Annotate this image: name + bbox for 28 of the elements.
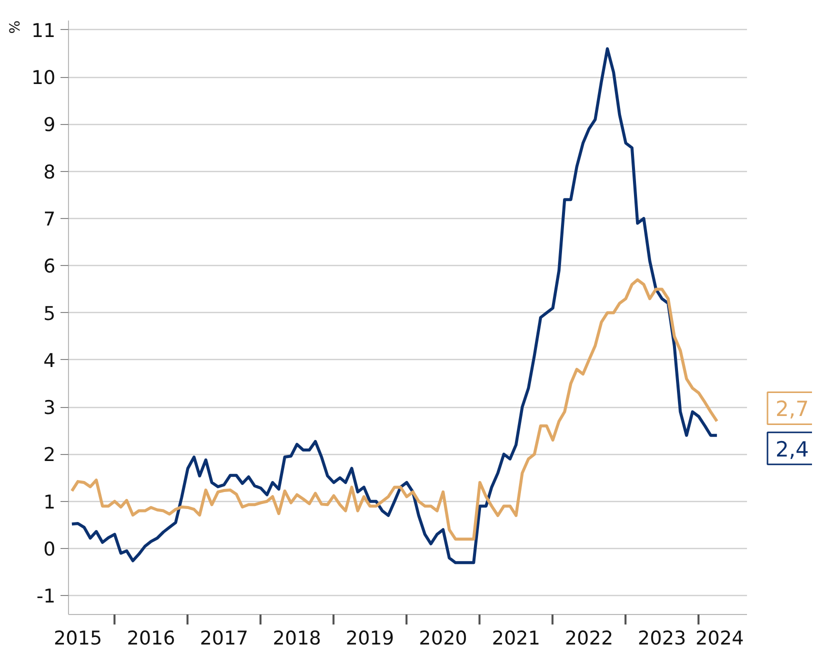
x-tick-label: 2016: [126, 628, 176, 650]
y-tick-label: 8: [43, 161, 56, 184]
y-tick-label: 9: [43, 114, 56, 136]
annotation: 2,4: [776, 437, 809, 462]
line-series: [70, 47, 718, 564]
y-tick-label: -1: [36, 586, 56, 608]
y-tick-label: 1: [43, 491, 56, 514]
y-tick-label: 11: [31, 20, 56, 42]
y-tick-label: 0: [43, 538, 56, 560]
annotation: 2,7: [776, 397, 809, 422]
x-tick-label: 2015: [54, 628, 102, 650]
y-tick-label: 5: [43, 302, 56, 325]
line-series: [70, 278, 718, 541]
x-tick-label: 2023: [638, 628, 686, 650]
y-tick-label: 10: [31, 67, 56, 90]
x-tick-label: 2024: [696, 628, 744, 650]
x-tick-label: 2019: [346, 628, 394, 650]
y-tick-label: 4: [43, 350, 56, 372]
x-tick-label: 2017: [200, 628, 248, 650]
x-tick-label: 2020: [418, 628, 468, 650]
y-tick-label: 7: [43, 208, 56, 230]
x-tick-label: 2021: [492, 628, 540, 650]
y-tick-label: 3: [43, 397, 56, 420]
y-tick-label: 6: [43, 256, 56, 278]
y-axis-title: %: [8, 20, 24, 34]
x-tick-label: 2018: [272, 628, 322, 650]
x-tick-label: 2022: [564, 628, 614, 650]
y-tick-label: 2: [43, 444, 56, 466]
